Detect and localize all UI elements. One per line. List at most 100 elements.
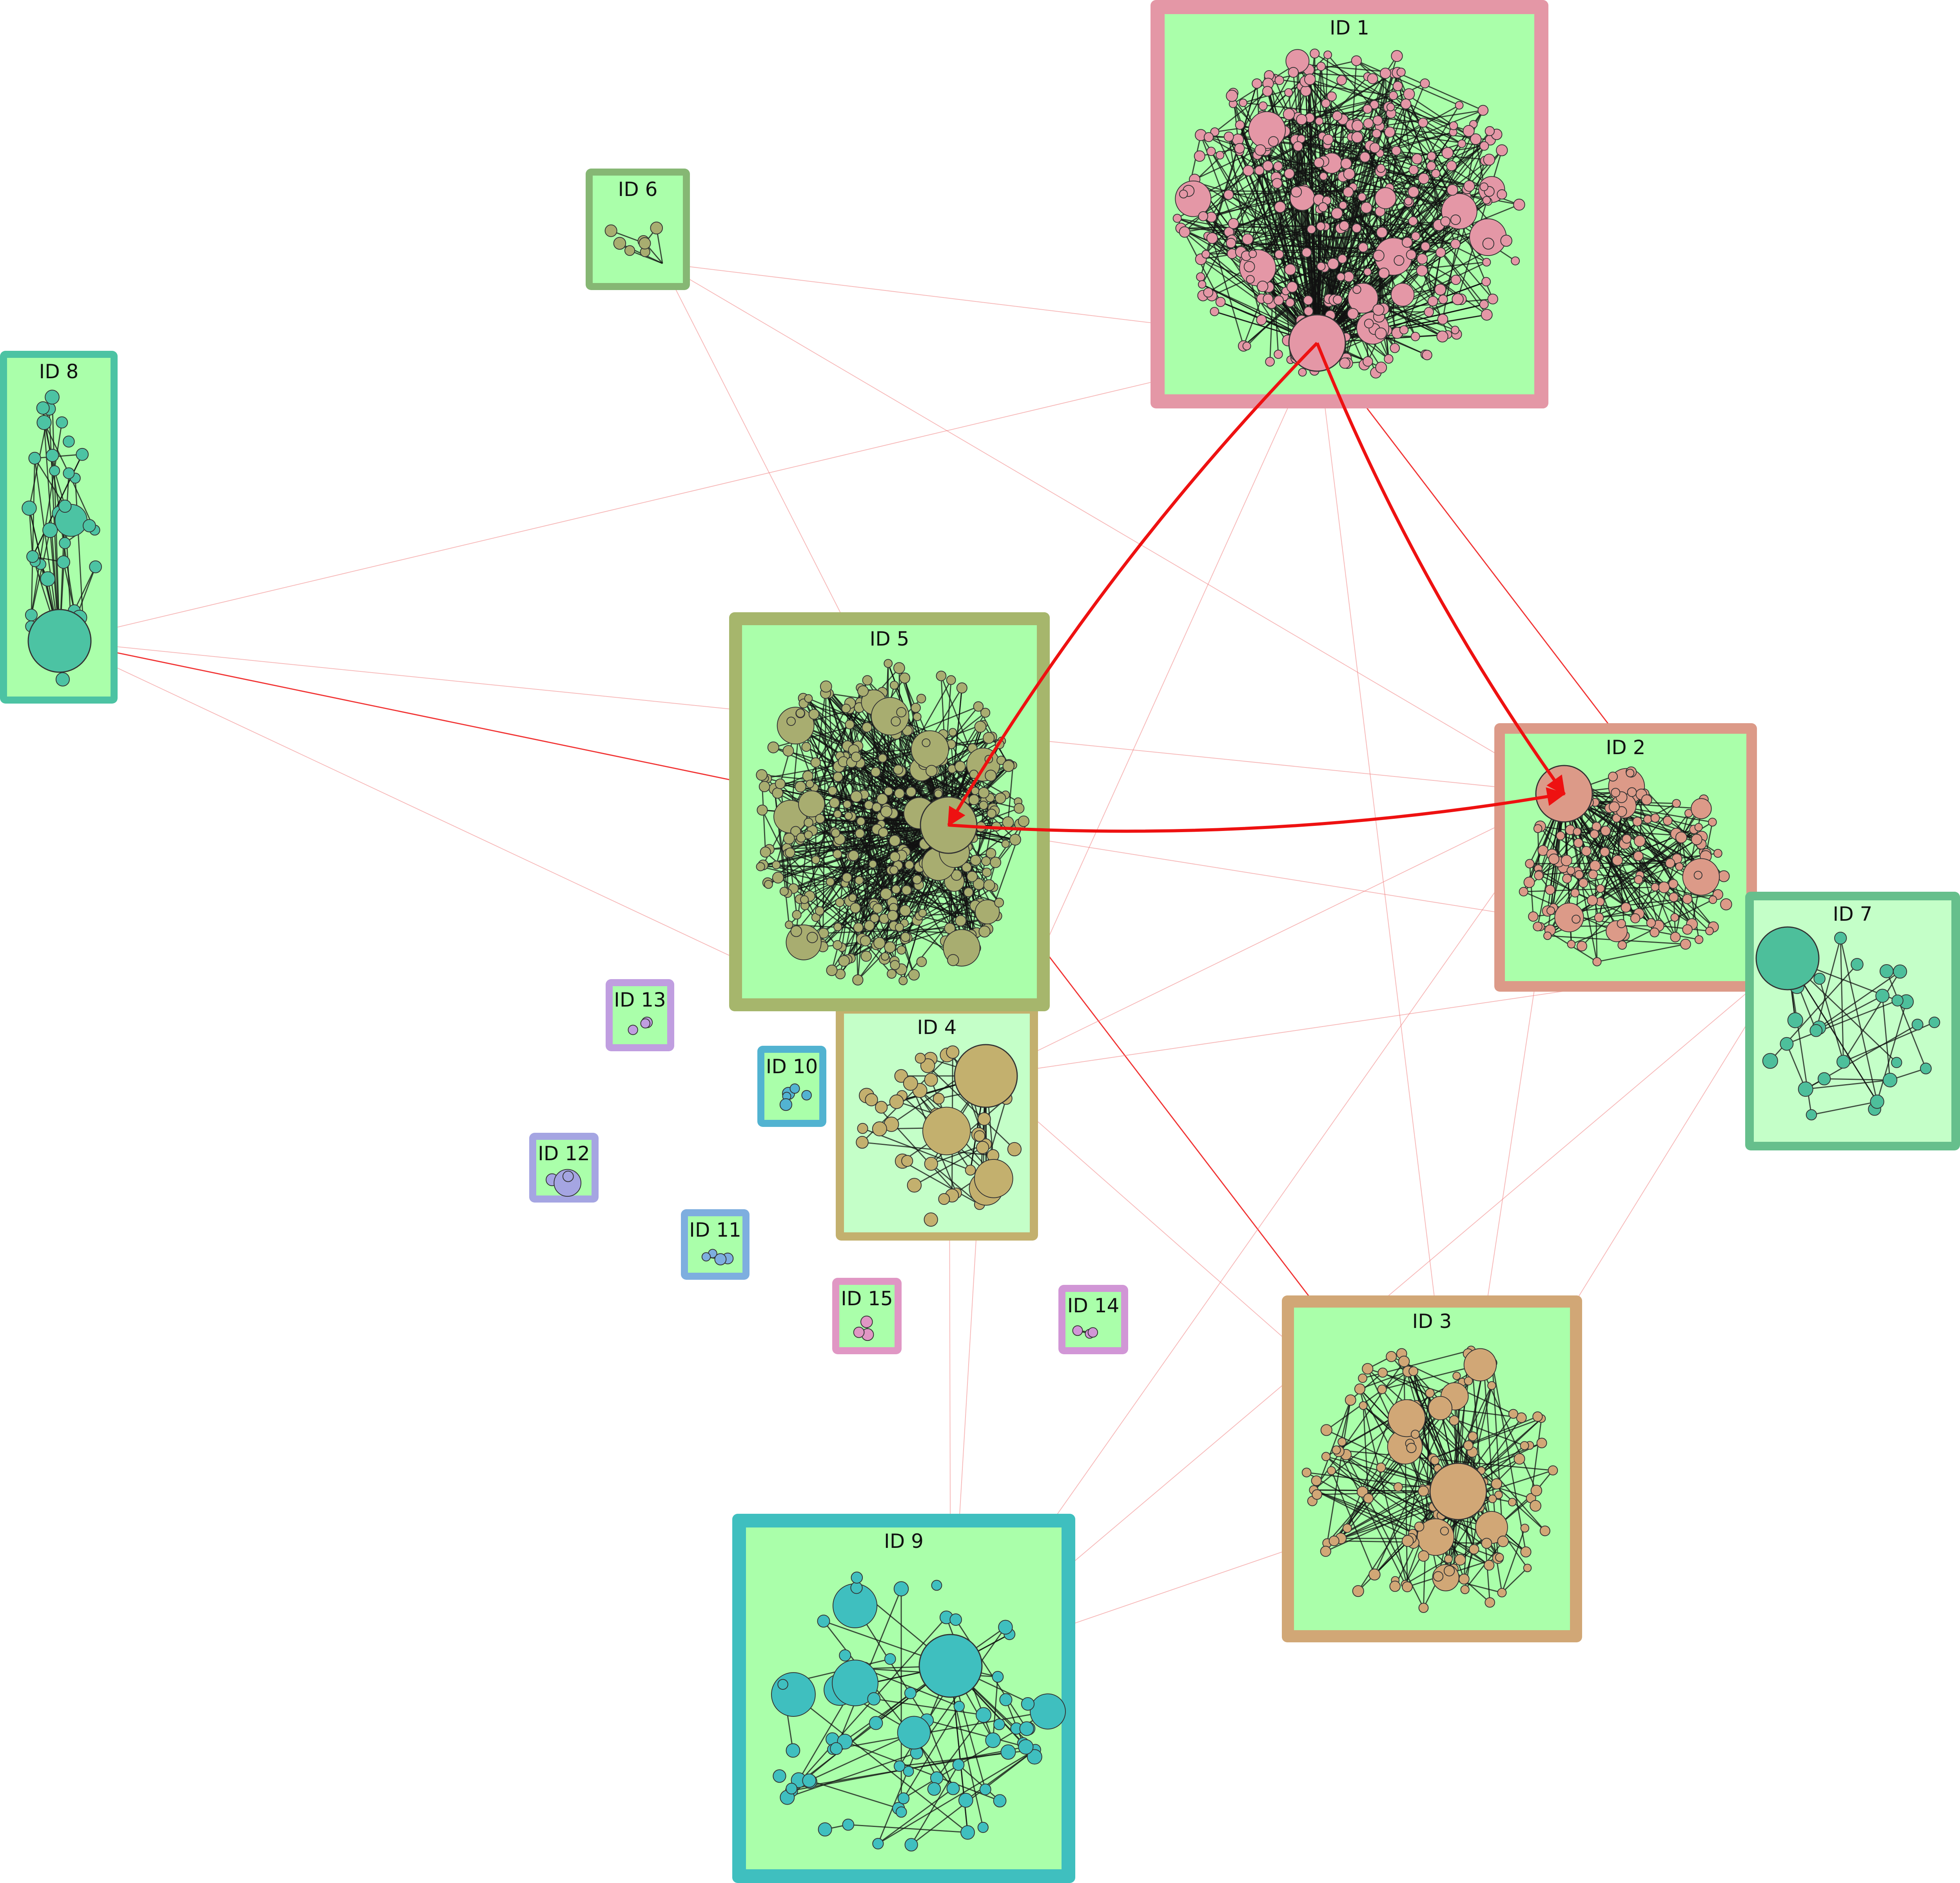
- graph-node[interactable]: [951, 869, 962, 881]
- graph-node[interactable]: [980, 707, 991, 718]
- graph-node[interactable]: [1198, 280, 1207, 289]
- graph-node[interactable]: [1508, 1409, 1518, 1419]
- graph-node[interactable]: [1446, 184, 1459, 196]
- graph-node[interactable]: [1401, 1535, 1414, 1547]
- graph-node[interactable]: [946, 1781, 960, 1795]
- graph-node[interactable]: [1528, 911, 1539, 922]
- graph-node[interactable]: [806, 780, 814, 788]
- graph-node[interactable]: [875, 1101, 888, 1114]
- graph-node[interactable]: [1274, 350, 1283, 359]
- graph-node[interactable]: [880, 888, 892, 900]
- graph-node[interactable]: [773, 1769, 786, 1783]
- graph-node[interactable]: [1665, 858, 1675, 868]
- graph-node[interactable]: [1384, 126, 1396, 138]
- graph-node[interactable]: [839, 1649, 851, 1662]
- graph-node[interactable]: [1242, 341, 1251, 350]
- graph-node[interactable]: [1390, 343, 1400, 353]
- graph-node[interactable]: [1533, 922, 1543, 931]
- graph-node[interactable]: [1322, 134, 1334, 145]
- graph-node[interactable]: [1316, 262, 1326, 271]
- graph-node[interactable]: [996, 755, 1006, 765]
- graph-node[interactable]: [1403, 88, 1415, 100]
- graph-node[interactable]: [889, 865, 898, 875]
- graph-node[interactable]: [760, 846, 771, 858]
- graph-node[interactable]: [1452, 1371, 1461, 1380]
- cluster-12[interactable]: ID 12: [529, 1133, 599, 1203]
- graph-node[interactable]: [1691, 834, 1702, 845]
- graph-node[interactable]: [871, 697, 909, 736]
- graph-node[interactable]: [1436, 330, 1448, 343]
- graph-node[interactable]: [889, 680, 899, 690]
- graph-node[interactable]: [1243, 165, 1254, 176]
- graph-node[interactable]: [1262, 160, 1274, 171]
- graph-node[interactable]: [862, 675, 873, 686]
- graph-node[interactable]: [1418, 1603, 1429, 1613]
- graph-node[interactable]: [1533, 824, 1543, 833]
- graph-node[interactable]: [1463, 1440, 1474, 1451]
- graph-node[interactable]: [926, 765, 938, 777]
- graph-node[interactable]: [890, 960, 900, 970]
- graph-node[interactable]: [1340, 158, 1352, 169]
- graph-node[interactable]: [901, 1155, 913, 1167]
- graph-node[interactable]: [650, 221, 663, 235]
- graph-node[interactable]: [1351, 120, 1364, 132]
- graph-node[interactable]: [976, 1141, 989, 1154]
- graph-node[interactable]: [1312, 1489, 1322, 1500]
- graph-node[interactable]: [1469, 1544, 1479, 1555]
- graph-node[interactable]: [1851, 958, 1864, 971]
- graph-node[interactable]: [1321, 1452, 1331, 1461]
- graph-node[interactable]: [1386, 103, 1395, 111]
- graph-node[interactable]: [1682, 894, 1693, 904]
- graph-node[interactable]: [1273, 295, 1284, 306]
- graph-node[interactable]: [1241, 233, 1254, 245]
- graph-node[interactable]: [790, 826, 801, 837]
- graph-node[interactable]: [1441, 147, 1454, 159]
- graph-node[interactable]: [795, 708, 805, 718]
- graph-node[interactable]: [624, 245, 635, 256]
- graph-node[interactable]: [826, 877, 835, 886]
- graph-node[interactable]: [1332, 1445, 1341, 1455]
- graph-node[interactable]: [1525, 859, 1535, 869]
- graph-node[interactable]: [857, 1123, 868, 1134]
- graph-node[interactable]: [1428, 1396, 1453, 1420]
- graph-node[interactable]: [45, 390, 60, 405]
- graph-node[interactable]: [1418, 172, 1430, 185]
- graph-node[interactable]: [604, 224, 617, 237]
- cluster-10[interactable]: ID 10: [757, 1046, 826, 1127]
- graph-node[interactable]: [947, 954, 959, 966]
- graph-node[interactable]: [826, 964, 838, 976]
- graph-node[interactable]: [913, 712, 922, 721]
- graph-node[interactable]: [900, 932, 911, 942]
- graph-node[interactable]: [979, 1783, 991, 1796]
- graph-node[interactable]: [1234, 143, 1245, 154]
- graph-node[interactable]: [1450, 214, 1461, 225]
- graph-node[interactable]: [975, 1707, 991, 1723]
- cluster-5[interactable]: ID 5: [729, 612, 1050, 1011]
- graph-node[interactable]: [1338, 1437, 1347, 1446]
- graph-node[interactable]: [1206, 232, 1218, 244]
- graph-node[interactable]: [860, 1315, 873, 1328]
- graph-node[interactable]: [1437, 314, 1448, 325]
- graph-node[interactable]: [804, 818, 813, 827]
- graph-node[interactable]: [1444, 1555, 1453, 1564]
- graph-node[interactable]: [833, 810, 842, 818]
- graph-node[interactable]: [1288, 67, 1299, 78]
- graph-node[interactable]: [1210, 127, 1220, 137]
- graph-node[interactable]: [880, 952, 889, 961]
- graph-node[interactable]: [946, 675, 956, 685]
- graph-node[interactable]: [982, 867, 992, 877]
- graph-node[interactable]: [1301, 1468, 1312, 1478]
- graph-node[interactable]: [974, 1130, 985, 1142]
- graph-node[interactable]: [806, 932, 818, 943]
- graph-node[interactable]: [1487, 294, 1498, 305]
- graph-node[interactable]: [833, 771, 843, 782]
- graph-node[interactable]: [1370, 100, 1379, 109]
- graph-node[interactable]: [958, 1793, 973, 1808]
- graph-node[interactable]: [1372, 304, 1385, 316]
- graph-node[interactable]: [956, 682, 967, 694]
- graph-node[interactable]: [1301, 247, 1312, 258]
- graph-node[interactable]: [26, 550, 39, 563]
- graph-node[interactable]: [966, 871, 978, 882]
- graph-node[interactable]: [1669, 892, 1679, 902]
- graph-node[interactable]: [1363, 118, 1374, 129]
